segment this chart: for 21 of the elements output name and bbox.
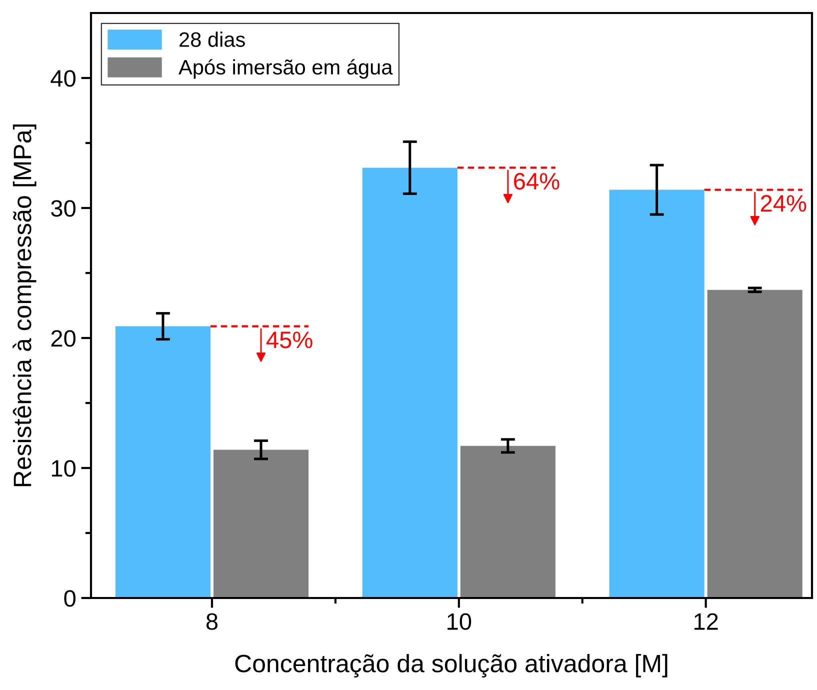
bar (362, 168, 458, 598)
x-tick-label: 8 (206, 613, 218, 630)
annotation: 45% (266, 332, 312, 348)
bar (213, 450, 309, 598)
y-axis-title: Resistência à compressão [MPa] (12, 124, 36, 486)
annotation: 24% (760, 195, 806, 212)
x-tick-label: 12 (694, 613, 718, 630)
legend-label: Após imersão em água (178, 59, 393, 79)
bar (460, 446, 556, 598)
bar (115, 326, 211, 598)
legend-label: 28 dias (180, 32, 245, 47)
annotation: 64% (514, 172, 560, 190)
bar (609, 190, 704, 598)
x-axis-title: Concentração da solução ativadora [M] (235, 654, 668, 678)
y-tick-label: 40 (50, 70, 76, 87)
y-tick-label: 20 (51, 330, 76, 347)
y-tick-label: 0 (64, 590, 76, 607)
y-tick-label: 10 (52, 460, 76, 477)
bar (707, 290, 802, 598)
y-tick-label: 30 (51, 200, 76, 217)
x-tick-label: 10 (448, 613, 472, 630)
